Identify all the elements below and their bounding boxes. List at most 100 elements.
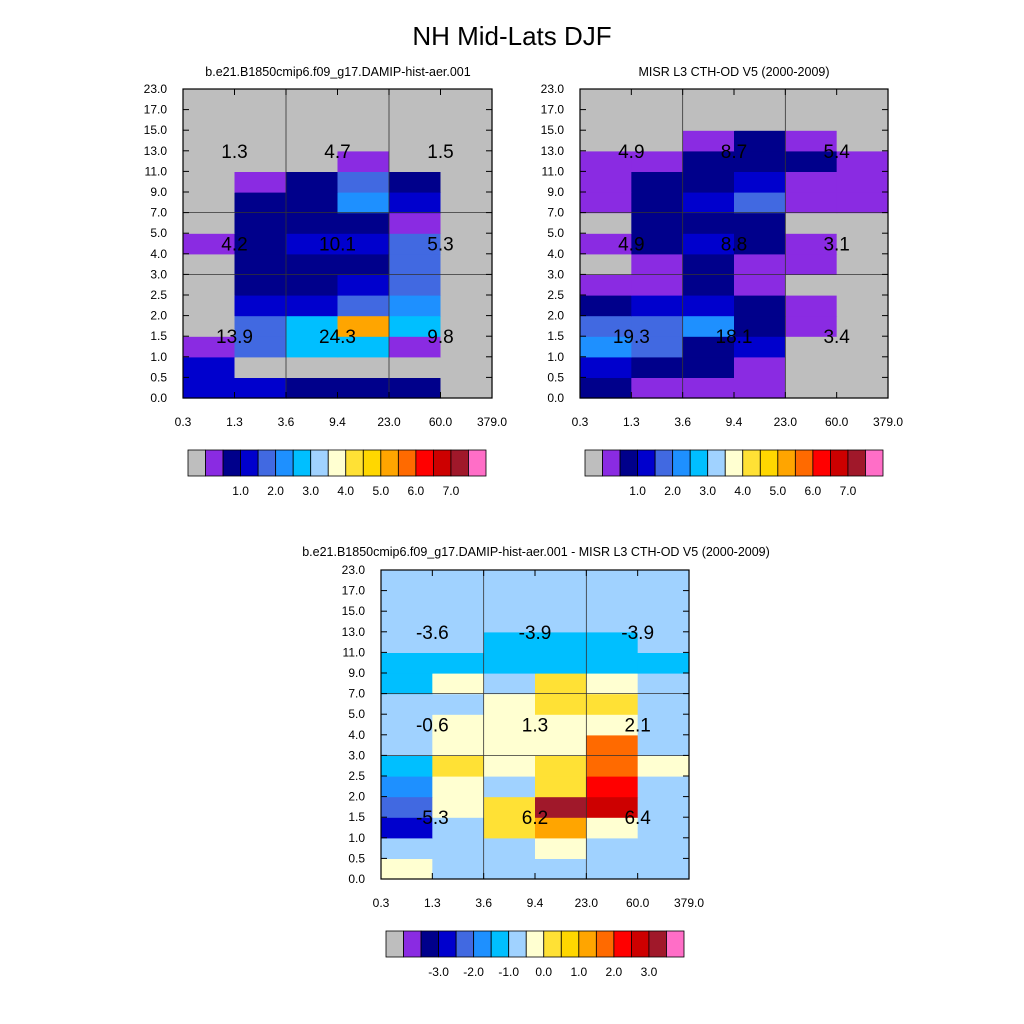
obs-cell [682, 89, 735, 111]
diff-x-tick-label: 379.0 [674, 896, 704, 910]
obs-cell [836, 130, 889, 152]
diff-cell [535, 652, 587, 674]
diff-y-tick-label: 13.0 [342, 625, 366, 639]
diff-cell [637, 693, 690, 715]
diff-cell [535, 755, 587, 777]
diff-cell [381, 817, 433, 839]
model-cell [183, 253, 236, 275]
obs-colorbar-box [637, 449, 656, 477]
obs-cell [836, 274, 889, 296]
diff-cell [586, 755, 639, 777]
diff-cell [637, 590, 690, 612]
obs-x-tick-label: 1.3 [623, 415, 640, 429]
obs-cell [682, 295, 735, 317]
obs-cell [580, 315, 632, 337]
diff-panel-title: b.e21.B1850cmip6.f09_g17.DAMIP-hist-aer.… [302, 545, 770, 559]
model-cell [234, 253, 287, 275]
obs-x-tick-label: 0.3 [572, 415, 589, 429]
obs-cell [682, 212, 735, 234]
diff-cell [586, 570, 639, 592]
model-y-tick-label: 3.0 [150, 267, 167, 281]
diff-cell [432, 693, 485, 715]
diff-colorbar-label: -3.0 [428, 965, 449, 979]
obs-cell [682, 130, 735, 152]
model-cell [234, 336, 287, 358]
obs-cell [682, 150, 735, 172]
model-colorbar-label: 4.0 [337, 484, 354, 498]
obs-y-tick-label: 2.5 [547, 288, 564, 302]
obs-cell [580, 295, 632, 317]
diff-group-sum-label: 2.1 [624, 716, 650, 737]
diff-cell [586, 776, 639, 798]
diff-cell [637, 796, 690, 818]
model-colorbar-box [205, 449, 224, 477]
obs-colorbar-label: 5.0 [769, 484, 786, 498]
model-colorbar-label: 5.0 [372, 484, 389, 498]
model-cell [389, 171, 442, 193]
obs-colorbar-box [724, 449, 744, 477]
obs-cell [836, 336, 889, 358]
obs-cell [734, 295, 786, 317]
model-cell [337, 130, 390, 152]
model-cell [234, 130, 287, 152]
obs-colorbar-box [742, 449, 761, 477]
obs-colorbar-box [847, 449, 866, 477]
diff-cell [483, 570, 536, 592]
obs-cell [785, 377, 838, 399]
obs-cell [734, 377, 786, 399]
obs-colorbar-box [812, 449, 831, 477]
obs-panel: MISR L3 CTH-OD V5 (2000-2009) 0.3 1.3 3.6 9… [541, 65, 904, 498]
model-colorbar-box [187, 449, 206, 477]
model-group-sum-label: 1.5 [427, 142, 453, 163]
diff-cell [483, 693, 536, 715]
obs-cell [631, 336, 684, 358]
model-cell [337, 171, 390, 193]
diff-cell [483, 611, 536, 633]
model-cell [389, 212, 442, 234]
obs-cell [836, 377, 889, 399]
diff-cell [586, 693, 639, 715]
model-cell [389, 130, 442, 152]
diff-group-sum-label: 6.4 [624, 808, 651, 829]
diff-cell [432, 631, 485, 653]
diff-cell [381, 652, 433, 674]
obs-group-sum-label: 3.1 [823, 235, 849, 256]
diff-cell [586, 734, 639, 756]
diff-x-tick-label: 0.3 [373, 896, 390, 910]
obs-cell [785, 336, 838, 358]
model-y-tick-label: 2.0 [150, 309, 167, 323]
obs-group-sum-label: 8.7 [721, 142, 747, 163]
diff-cell [535, 776, 587, 798]
diff-colorbar-label: 2.0 [606, 965, 623, 979]
obs-colorbar-box [602, 449, 621, 477]
model-cell [337, 192, 390, 214]
diff-cell [381, 590, 433, 612]
diff-cell [637, 570, 690, 592]
model-y-tick-label: 5.0 [150, 226, 167, 240]
obs-cell [580, 377, 632, 399]
obs-cell [836, 171, 889, 193]
model-cell [183, 130, 236, 152]
obs-cell [631, 295, 684, 317]
diff-group-sum-label: 6.2 [522, 808, 548, 829]
diff-cell [432, 734, 485, 756]
model-colorbar-box [240, 449, 259, 477]
diff-cell [432, 652, 485, 674]
diff-colorbar-box [385, 930, 404, 958]
diff-cell [483, 734, 536, 756]
obs-cell [734, 274, 786, 296]
obs-cell [631, 274, 684, 296]
diff-cell [483, 796, 536, 818]
diff-cell [483, 631, 536, 653]
diff-group-sum-label: -3.9 [621, 623, 654, 644]
diff-y-tick-label: 2.5 [348, 769, 365, 783]
diff-cell [586, 673, 639, 695]
obs-cell [734, 233, 786, 255]
model-cell [286, 274, 339, 296]
model-panel-title: b.e21.B1850cmip6.f09_g17.DAMIP-hist-aer.… [205, 65, 470, 79]
diff-cell [535, 796, 587, 818]
model-colorbar-box [310, 449, 329, 477]
diff-cell [637, 837, 690, 859]
diff-colorbar-box [438, 930, 457, 958]
model-colorbar-box [222, 449, 241, 477]
